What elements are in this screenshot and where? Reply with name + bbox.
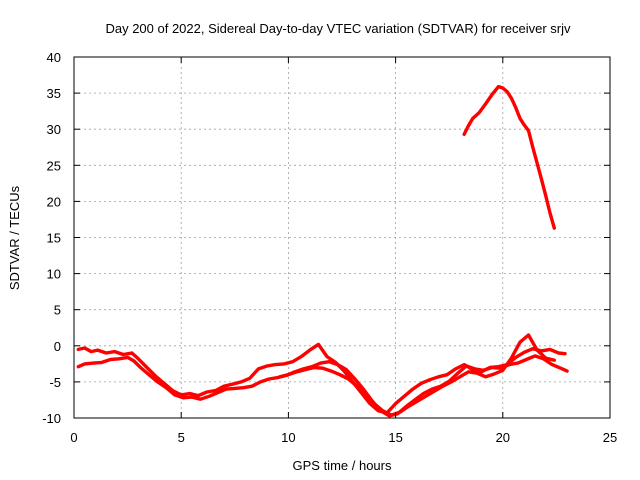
y-tick-label: 30 <box>47 122 61 137</box>
series-line-trace-d <box>462 84 556 230</box>
y-tick-label: 15 <box>47 231 61 246</box>
y-tick-label: -5 <box>49 375 61 390</box>
y-tick-label: 25 <box>47 158 61 173</box>
y-tick-label: 5 <box>54 303 61 318</box>
x-tick-label: 25 <box>603 430 617 445</box>
y-tick-label: 35 <box>47 86 61 101</box>
y-tick-label: 40 <box>47 50 61 65</box>
y-tick-label: 10 <box>47 267 61 282</box>
y-tick-label: 0 <box>54 339 61 354</box>
x-tick-label: 20 <box>496 430 510 445</box>
series-line-trace-c <box>278 333 556 417</box>
series-line-trace-b <box>76 354 569 418</box>
y-tick-label: -10 <box>42 411 61 426</box>
x-tick-label: 10 <box>281 430 295 445</box>
y-axis-label: SDTVAR / TECUs <box>7 185 22 290</box>
grid-layer <box>74 57 610 418</box>
x-axis-label: GPS time / hours <box>293 458 392 473</box>
series-layer <box>76 84 569 418</box>
y-tick-label: 20 <box>47 194 61 209</box>
x-tick-label: 5 <box>178 430 185 445</box>
tick-layer: 0 5 10 15 20 25 -10 -5 0 5 10 15 20 25 30 35 40 <box>42 50 617 445</box>
x-tick-label: 0 <box>70 430 77 445</box>
x-tick-label: 15 <box>388 430 402 445</box>
chart-title: Day 200 of 2022, Sidereal Day-to-day VTE… <box>105 21 571 36</box>
